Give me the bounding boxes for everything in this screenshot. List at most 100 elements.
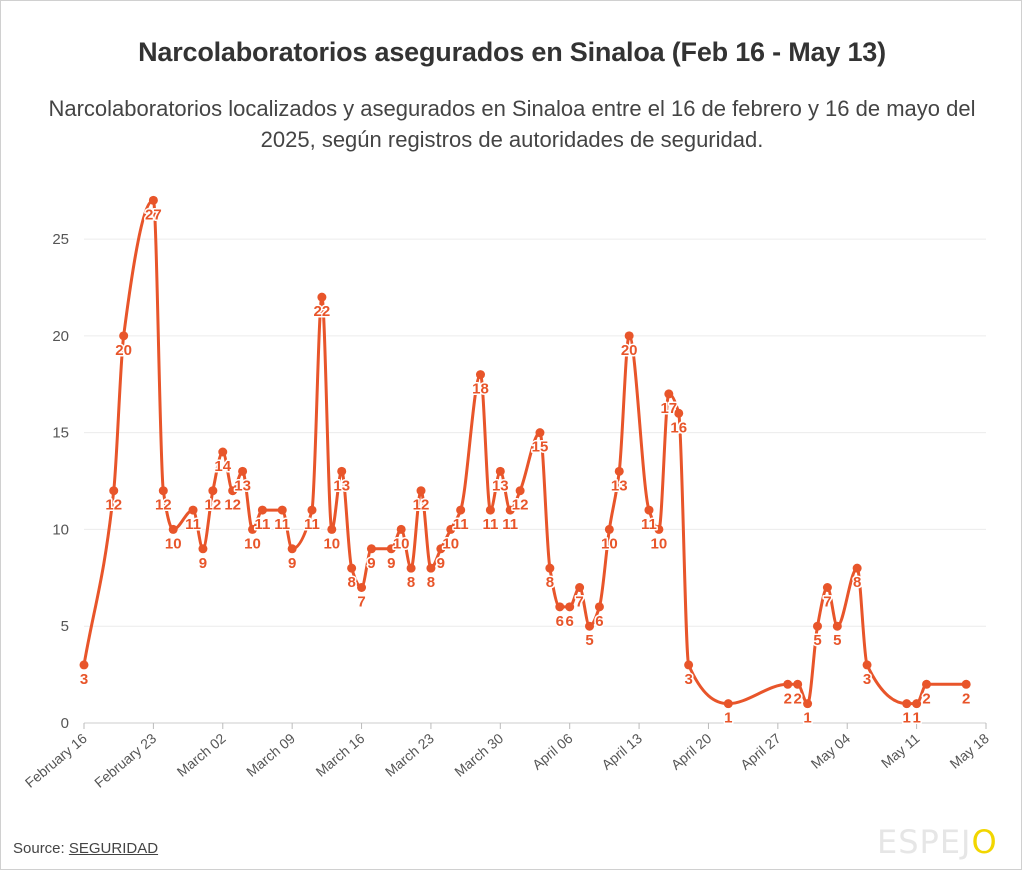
data-label: 13: [234, 477, 251, 494]
series-line: [82, 198, 968, 706]
data-point: [614, 466, 624, 476]
data-point: [337, 466, 347, 476]
data-label: 10: [442, 535, 459, 552]
data-point: [218, 447, 228, 457]
data-label: 10: [651, 535, 668, 552]
data-point: [822, 583, 832, 592]
data-label: 13: [492, 477, 509, 494]
data-label: 5: [833, 632, 841, 649]
data-label: 11: [185, 516, 201, 533]
data-label: 1: [724, 710, 732, 727]
x-tick-label: March 02: [174, 730, 229, 780]
data-label: 11: [641, 516, 657, 533]
data-point: [79, 660, 89, 670]
y-tick-label: 5: [61, 618, 69, 635]
data-label: 17: [660, 400, 677, 417]
data-label: 5: [813, 632, 821, 649]
brand-logo: ESPEJO: [877, 823, 998, 861]
data-label: 6: [556, 613, 564, 630]
source-link[interactable]: SEGURIDAD: [68, 840, 159, 857]
data-label: 2: [962, 690, 970, 707]
data-label: 11: [482, 516, 498, 533]
data-label: 7: [357, 594, 365, 611]
data-label: 12: [205, 497, 222, 514]
data-point: [575, 583, 585, 592]
x-tick-label: May 18: [946, 730, 992, 772]
data-label: 2: [922, 690, 930, 707]
data-point: [565, 602, 575, 612]
y-tick-label: 25: [52, 231, 69, 248]
data-point: [386, 544, 396, 554]
x-tick-label: May 04: [808, 730, 854, 772]
data-point: [406, 563, 416, 573]
data-point: [664, 389, 674, 399]
data-point: [793, 679, 803, 689]
data-point: [684, 660, 694, 670]
data-label: 3: [863, 671, 871, 688]
data-point: [426, 563, 436, 573]
x-tick-label: April 27: [737, 730, 784, 773]
data-label: 13: [611, 477, 628, 494]
data-point: [961, 679, 971, 689]
data-point: [198, 544, 208, 554]
data-point: [803, 699, 813, 709]
data-point: [446, 524, 456, 534]
x-tick-label: April 20: [668, 730, 715, 773]
gridlines: [84, 238, 986, 627]
data-label: 11: [274, 516, 290, 533]
x-axis: February 16 February 23 March 02 March 09 Ma…: [22, 722, 992, 791]
data-label: 7: [823, 594, 831, 611]
x-tick-label: March 23: [382, 730, 437, 780]
data-label: 10: [393, 535, 410, 552]
data-point: [436, 544, 446, 554]
data-point: [922, 679, 932, 689]
data-label: 8: [407, 574, 415, 591]
data-point: [208, 486, 218, 496]
y-axis: 0 5 10 15 20 25: [52, 231, 69, 732]
data-label: 20: [115, 342, 132, 359]
data-label: 27: [145, 206, 162, 223]
data-label: 7: [575, 594, 583, 611]
chart-subtitle: Narcolaboratorios localizados y asegurad…: [48, 96, 976, 152]
data-point: [188, 505, 198, 515]
data-label: 8: [347, 574, 355, 591]
data-point: [416, 486, 426, 496]
data-label: 12: [512, 497, 529, 514]
data-point: [604, 524, 614, 534]
data-label: 3: [684, 671, 692, 688]
data-point: [109, 486, 119, 496]
data-point: [624, 331, 634, 341]
data-label: 9: [367, 555, 375, 572]
y-tick-label: 20: [52, 328, 69, 345]
data-point: [257, 505, 267, 515]
data-point: [168, 524, 178, 534]
data-point: [862, 660, 872, 670]
data-label: 1: [912, 710, 920, 727]
data-label: 2: [793, 690, 801, 707]
data-point: [287, 544, 297, 554]
data-point: [545, 563, 555, 573]
data-label: 9: [288, 555, 296, 572]
data-point: [495, 466, 505, 476]
data-label: 9: [387, 555, 395, 572]
data-label: 13: [333, 477, 350, 494]
data-point: [644, 505, 654, 515]
source-prefix: Source:: [13, 840, 69, 857]
data-label: 11: [502, 516, 518, 533]
data-points: [79, 195, 971, 709]
x-tick-label: March 09: [243, 730, 298, 780]
data-point: [505, 505, 515, 515]
x-tick-label: April 06: [529, 730, 576, 773]
data-point: [119, 331, 129, 341]
chart-title: Narcolaboratorios asegurados en Sinaloa …: [138, 37, 886, 67]
data-point: [347, 563, 357, 573]
data-point: [723, 699, 733, 709]
data-label: 1: [803, 710, 811, 727]
data-point: [515, 486, 525, 496]
data-label: 8: [546, 574, 554, 591]
data-point: [852, 563, 862, 573]
x-tick-label: April 13: [598, 730, 645, 773]
data-label: 10: [323, 535, 340, 552]
